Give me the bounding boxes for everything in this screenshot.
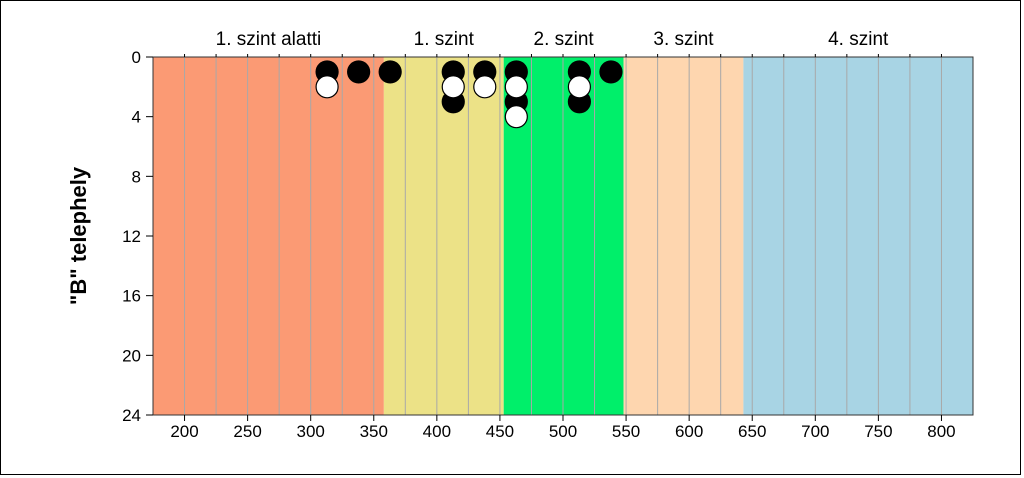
x-tick-label: 200 xyxy=(170,422,198,441)
zone-label: 4. szint xyxy=(828,29,889,50)
x-tick-label: 350 xyxy=(360,422,388,441)
white-data-point xyxy=(504,105,528,129)
x-tick-label: 450 xyxy=(486,422,514,441)
x-tick-label: 300 xyxy=(297,422,325,441)
x-tick-label: 650 xyxy=(738,422,766,441)
white-data-point xyxy=(473,75,497,99)
black-data-point xyxy=(599,60,623,84)
x-tick-label: 550 xyxy=(612,422,640,441)
y-tick-label: 16 xyxy=(122,287,141,306)
zone-labels: 1. szint alatti 1. szint 2. szint 3. szint 4… xyxy=(216,29,889,50)
zone-label: 1. szint xyxy=(414,29,475,50)
zone-label: 3. szint xyxy=(653,29,714,50)
zone-band xyxy=(153,57,384,415)
x-tick-label: 500 xyxy=(549,422,577,441)
y-axis-label: "B" telephely xyxy=(66,166,91,305)
zone-label: 2. szint xyxy=(534,29,595,50)
axes: 200 250 300 350 400 450 500 550 600 650 700 750 800 0… xyxy=(122,48,974,441)
white-data-point xyxy=(441,75,465,99)
white-data-point xyxy=(567,75,592,99)
zone-label: 1. szint alatti xyxy=(216,29,322,50)
zone-band xyxy=(743,57,973,415)
y-tick-label: 0 xyxy=(132,48,141,67)
data-points xyxy=(315,60,623,129)
white-data-point xyxy=(315,75,339,99)
y-tick-label: 12 xyxy=(122,227,141,246)
zone-band xyxy=(623,57,744,415)
gridlines xyxy=(184,57,942,415)
zone-backgrounds xyxy=(153,57,973,415)
y-tick-label: 20 xyxy=(122,346,141,365)
y-tick-label: 8 xyxy=(132,167,141,186)
x-tick-label: 400 xyxy=(423,422,451,441)
x-tick-label: 700 xyxy=(801,422,829,441)
black-data-point xyxy=(347,60,371,84)
y-tick-label: 24 xyxy=(122,406,141,425)
white-data-point xyxy=(504,75,528,99)
y-tick-label: 4 xyxy=(132,108,141,127)
black-data-point xyxy=(378,60,402,84)
x-tick-label: 600 xyxy=(675,422,703,441)
x-tick-label: 800 xyxy=(927,422,955,441)
zone-band xyxy=(383,57,504,415)
x-tick-label: 750 xyxy=(864,422,892,441)
x-tick-label: 250 xyxy=(233,422,261,441)
